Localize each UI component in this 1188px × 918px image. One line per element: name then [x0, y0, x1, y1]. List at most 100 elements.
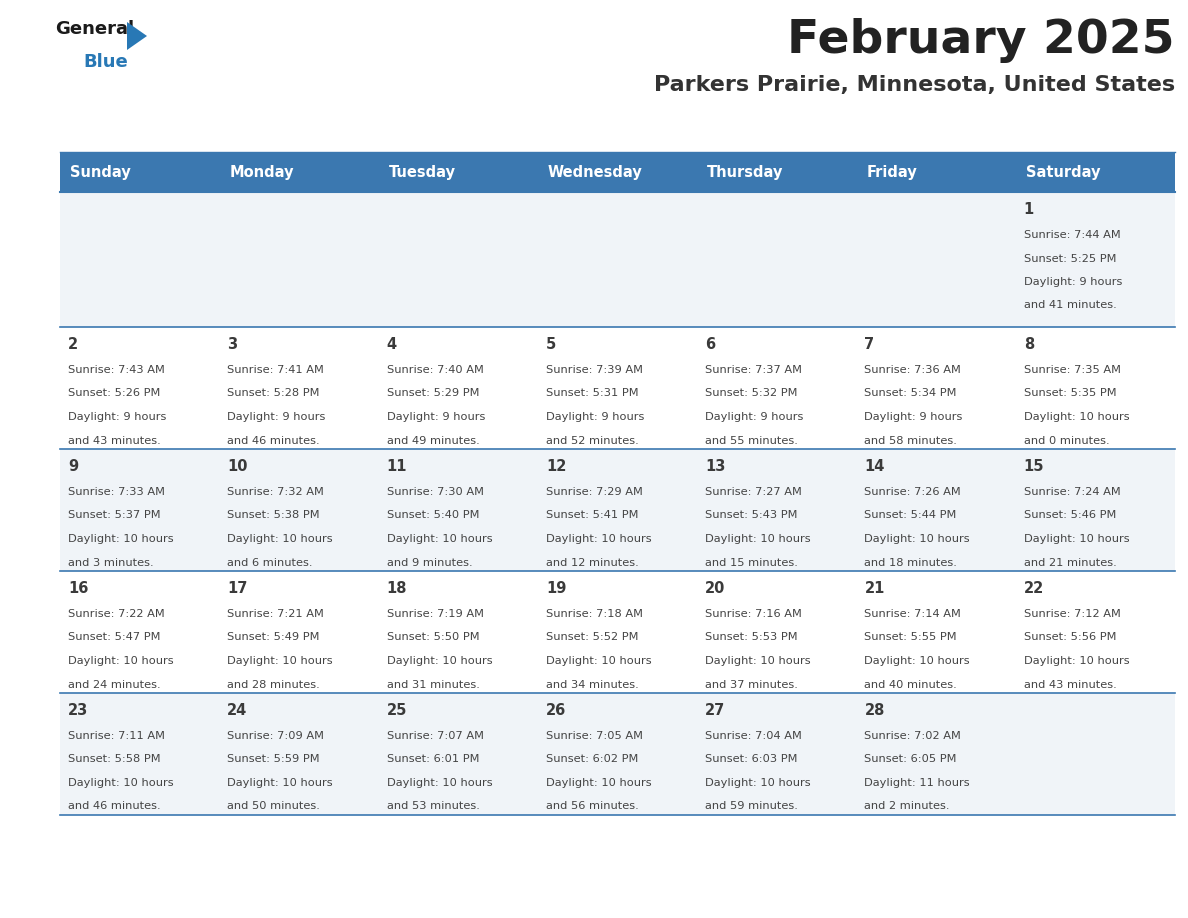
- Text: and 15 minutes.: and 15 minutes.: [706, 557, 798, 567]
- Text: 8: 8: [1024, 337, 1034, 352]
- Text: General: General: [55, 20, 134, 38]
- Text: 15: 15: [1024, 459, 1044, 474]
- Text: Sunrise: 7:12 AM: Sunrise: 7:12 AM: [1024, 609, 1120, 619]
- Text: Daylight: 10 hours: Daylight: 10 hours: [545, 534, 651, 544]
- Text: Daylight: 9 hours: Daylight: 9 hours: [386, 412, 485, 422]
- Text: 14: 14: [865, 459, 885, 474]
- Text: 20: 20: [706, 581, 726, 596]
- Text: Sunset: 5:47 PM: Sunset: 5:47 PM: [68, 633, 160, 643]
- Text: Sunrise: 7:18 AM: Sunrise: 7:18 AM: [545, 609, 643, 619]
- Text: Daylight: 10 hours: Daylight: 10 hours: [227, 534, 333, 544]
- Text: Sunrise: 7:35 AM: Sunrise: 7:35 AM: [1024, 365, 1120, 375]
- Text: Daylight: 10 hours: Daylight: 10 hours: [706, 656, 810, 666]
- Text: 9: 9: [68, 459, 78, 474]
- Text: and 28 minutes.: and 28 minutes.: [227, 679, 320, 689]
- Bar: [220, 571, 379, 693]
- Text: Daylight: 10 hours: Daylight: 10 hours: [706, 778, 810, 788]
- Bar: [379, 152, 538, 192]
- Bar: [1016, 192, 1175, 327]
- Bar: [697, 449, 857, 571]
- Text: Sunset: 5:46 PM: Sunset: 5:46 PM: [1024, 510, 1116, 521]
- Text: Sunrise: 7:05 AM: Sunrise: 7:05 AM: [545, 731, 643, 741]
- Text: Friday: Friday: [866, 164, 917, 180]
- Text: Tuesday: Tuesday: [388, 164, 455, 180]
- Text: Thursday: Thursday: [707, 164, 784, 180]
- Text: Sunset: 5:40 PM: Sunset: 5:40 PM: [386, 510, 479, 521]
- Bar: [857, 571, 1016, 693]
- Text: and 58 minutes.: and 58 minutes.: [865, 435, 958, 445]
- Text: Sunset: 5:29 PM: Sunset: 5:29 PM: [386, 388, 479, 398]
- Text: Daylight: 10 hours: Daylight: 10 hours: [1024, 534, 1130, 544]
- Text: Sunset: 6:02 PM: Sunset: 6:02 PM: [545, 755, 638, 765]
- Text: February 2025: February 2025: [788, 18, 1175, 63]
- Text: and 46 minutes.: and 46 minutes.: [227, 435, 320, 445]
- Text: Sunrise: 7:16 AM: Sunrise: 7:16 AM: [706, 609, 802, 619]
- Text: Daylight: 10 hours: Daylight: 10 hours: [865, 534, 971, 544]
- Text: 6: 6: [706, 337, 715, 352]
- Text: and 21 minutes.: and 21 minutes.: [1024, 557, 1117, 567]
- Text: Daylight: 10 hours: Daylight: 10 hours: [865, 656, 971, 666]
- Text: and 2 minutes.: and 2 minutes.: [865, 801, 950, 812]
- Text: Sunrise: 7:33 AM: Sunrise: 7:33 AM: [68, 487, 165, 497]
- Text: and 50 minutes.: and 50 minutes.: [227, 801, 320, 812]
- Text: 27: 27: [706, 703, 726, 718]
- Text: 19: 19: [545, 581, 567, 596]
- Text: Daylight: 9 hours: Daylight: 9 hours: [227, 412, 326, 422]
- Text: and 55 minutes.: and 55 minutes.: [706, 435, 798, 445]
- Bar: [220, 152, 379, 192]
- Text: Sunset: 5:38 PM: Sunset: 5:38 PM: [227, 510, 320, 521]
- Text: Sunrise: 7:32 AM: Sunrise: 7:32 AM: [227, 487, 324, 497]
- Text: Daylight: 10 hours: Daylight: 10 hours: [1024, 656, 1130, 666]
- Text: 10: 10: [227, 459, 248, 474]
- Text: 21: 21: [865, 581, 885, 596]
- Text: Sunset: 5:50 PM: Sunset: 5:50 PM: [386, 633, 479, 643]
- Bar: [379, 449, 538, 571]
- Text: 28: 28: [865, 703, 885, 718]
- Text: and 0 minutes.: and 0 minutes.: [1024, 435, 1110, 445]
- Text: 3: 3: [227, 337, 238, 352]
- Text: and 9 minutes.: and 9 minutes.: [386, 557, 472, 567]
- Bar: [220, 693, 379, 815]
- Text: and 49 minutes.: and 49 minutes.: [386, 435, 479, 445]
- Text: Sunset: 5:34 PM: Sunset: 5:34 PM: [865, 388, 956, 398]
- Text: Sunset: 5:56 PM: Sunset: 5:56 PM: [1024, 633, 1117, 643]
- Text: Daylight: 10 hours: Daylight: 10 hours: [386, 534, 492, 544]
- Text: Sunset: 5:41 PM: Sunset: 5:41 PM: [545, 510, 638, 521]
- Text: Sunset: 5:52 PM: Sunset: 5:52 PM: [545, 633, 638, 643]
- Text: Sunrise: 7:37 AM: Sunrise: 7:37 AM: [706, 365, 802, 375]
- Text: 16: 16: [68, 581, 88, 596]
- Text: Daylight: 10 hours: Daylight: 10 hours: [227, 656, 333, 666]
- Text: Sunrise: 7:44 AM: Sunrise: 7:44 AM: [1024, 230, 1120, 240]
- Text: 13: 13: [706, 459, 726, 474]
- Text: Parkers Prairie, Minnesota, United States: Parkers Prairie, Minnesota, United State…: [653, 75, 1175, 95]
- Text: and 52 minutes.: and 52 minutes.: [545, 435, 639, 445]
- Bar: [697, 152, 857, 192]
- Text: Sunrise: 7:36 AM: Sunrise: 7:36 AM: [865, 365, 961, 375]
- Bar: [538, 449, 697, 571]
- Text: and 40 minutes.: and 40 minutes.: [865, 679, 958, 689]
- Text: Sunset: 5:49 PM: Sunset: 5:49 PM: [227, 633, 320, 643]
- Bar: [697, 192, 857, 327]
- Bar: [538, 693, 697, 815]
- Bar: [61, 152, 220, 192]
- Text: Daylight: 10 hours: Daylight: 10 hours: [68, 656, 173, 666]
- Bar: [538, 192, 697, 327]
- Text: Sunrise: 7:02 AM: Sunrise: 7:02 AM: [865, 731, 961, 741]
- Text: Daylight: 10 hours: Daylight: 10 hours: [68, 778, 173, 788]
- Text: 11: 11: [386, 459, 407, 474]
- Text: Sunset: 5:58 PM: Sunset: 5:58 PM: [68, 755, 160, 765]
- Text: Sunrise: 7:22 AM: Sunrise: 7:22 AM: [68, 609, 165, 619]
- Text: Sunset: 5:28 PM: Sunset: 5:28 PM: [227, 388, 320, 398]
- Text: Sunset: 5:26 PM: Sunset: 5:26 PM: [68, 388, 160, 398]
- Bar: [538, 152, 697, 192]
- Text: and 59 minutes.: and 59 minutes.: [706, 801, 798, 812]
- Text: Sunset: 5:25 PM: Sunset: 5:25 PM: [1024, 253, 1117, 263]
- Bar: [1016, 693, 1175, 815]
- Text: Daylight: 10 hours: Daylight: 10 hours: [386, 778, 492, 788]
- Bar: [538, 327, 697, 449]
- Bar: [220, 192, 379, 327]
- Bar: [857, 449, 1016, 571]
- Text: Sunset: 5:53 PM: Sunset: 5:53 PM: [706, 633, 798, 643]
- Text: and 3 minutes.: and 3 minutes.: [68, 557, 153, 567]
- Text: Daylight: 10 hours: Daylight: 10 hours: [1024, 412, 1130, 422]
